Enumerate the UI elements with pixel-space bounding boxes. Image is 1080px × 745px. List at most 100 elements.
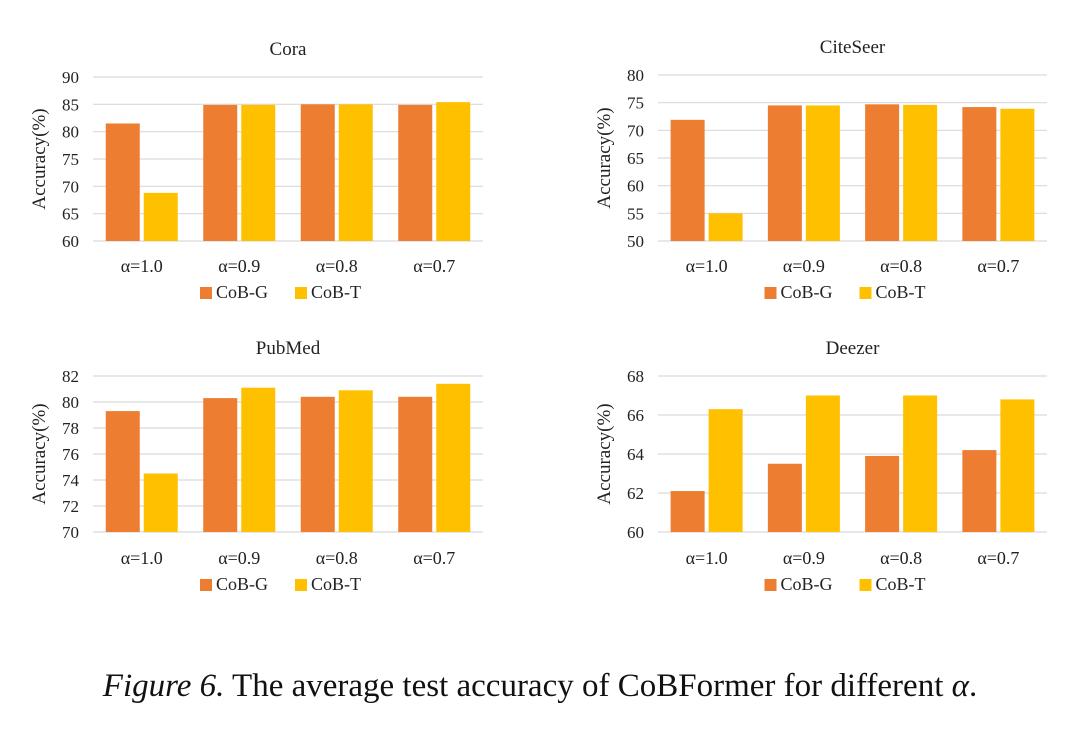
x-tick-label: α=0.8: [316, 256, 358, 276]
legend-swatch-cob-g: [764, 287, 777, 299]
bar-cob-g-1: [105, 123, 140, 241]
caption-end: .: [968, 668, 978, 704]
legend: CoB-G CoB-T: [764, 282, 926, 302]
bar-cob-g-2: [767, 105, 802, 241]
y-tick-label: 85: [62, 95, 79, 114]
x-tick-label: α=0.9: [218, 548, 260, 568]
y-tick-label: 70: [62, 177, 79, 196]
y-tick-label: 78: [62, 419, 79, 438]
y-tick-label: 75: [627, 94, 644, 113]
legend-swatch-cob-t: [859, 579, 872, 591]
bar-cob-t-2: [805, 395, 840, 532]
bar-cob-t-1: [708, 409, 743, 532]
legend-label: CoB-T: [311, 282, 361, 302]
bar-cob-t-1: [143, 192, 178, 241]
legend-label: CoB-G: [781, 282, 833, 302]
bar-cob-g-2: [203, 104, 238, 241]
y-axis-label: Accuracy(%): [594, 107, 615, 208]
bar-cob-t-4: [436, 102, 471, 241]
bar-cob-t-1: [708, 213, 743, 241]
y-tick-label: 82: [62, 367, 79, 386]
bar-cob-g-4: [398, 104, 433, 241]
y-tick-label: 60: [627, 177, 644, 196]
legend-label: CoB-G: [216, 574, 268, 594]
y-tick-label: 60: [627, 523, 644, 542]
bar-cob-g-3: [865, 104, 900, 242]
legend-swatch-cob-g: [200, 287, 212, 299]
y-tick-label: 74: [62, 471, 80, 490]
bar-cob-g-3: [865, 455, 900, 532]
y-tick-label: 80: [627, 66, 644, 85]
figure-caption: Figure 6. The average test accuracy of C…: [0, 668, 1080, 705]
y-axis-label: Accuracy(%): [29, 108, 50, 209]
bar-cob-t-3: [338, 104, 373, 241]
x-tick-label: α=0.7: [413, 548, 455, 568]
legend: CoB-G CoB-T: [200, 574, 361, 594]
chart-deezer: Deezer 60 62 64 66 68 Accuracy(%) α=1.0 α=0.9 α=0…: [594, 338, 1047, 594]
y-tick-label: 90: [62, 68, 79, 87]
bar-cob-t-2: [805, 105, 840, 241]
x-tick-label: α=0.8: [880, 548, 922, 568]
bar-cob-g-1: [105, 411, 140, 532]
bar-cob-t-4: [1000, 399, 1035, 532]
legend-swatch-cob-t: [295, 579, 307, 591]
chart-cora: Cora 60 65 70 75 80 85 90 Accuracy(%) α=1.0 α=0.9 α…: [29, 39, 483, 302]
caption-text: The average test accuracy of CoBFormer f…: [224, 668, 952, 704]
legend-label: CoB-T: [876, 574, 926, 594]
y-axis-label: Accuracy(%): [29, 403, 50, 504]
y-tick-label: 60: [62, 232, 79, 251]
caption-lead: Figure 6.: [102, 668, 225, 704]
y-tick-label: 62: [627, 484, 644, 503]
bar-cob-g-2: [203, 398, 238, 532]
legend: CoB-G CoB-T: [764, 574, 926, 594]
y-tick-label: 68: [627, 367, 644, 386]
chart-title: PubMed: [256, 338, 321, 359]
y-tick-label: 65: [62, 205, 79, 224]
legend-swatch-cob-g: [764, 579, 777, 591]
bar-cob-g-2: [767, 463, 802, 532]
x-tick-label: α=0.8: [316, 548, 358, 568]
y-tick-label: 75: [62, 150, 79, 169]
x-tick-label: α=0.7: [977, 548, 1019, 568]
x-tick-label: α=0.7: [977, 256, 1019, 276]
bar-cob-t-2: [241, 104, 276, 241]
legend-swatch-cob-g: [200, 579, 212, 591]
legend-swatch-cob-t: [295, 287, 307, 299]
chart-title: Deezer: [826, 338, 880, 359]
legend-label: CoB-G: [216, 282, 268, 302]
bar-cob-g-4: [962, 107, 997, 242]
bar-cob-g-3: [300, 104, 335, 241]
y-tick-label: 70: [62, 523, 79, 542]
legend-swatch-cob-t: [859, 287, 872, 299]
x-tick-label: α=0.9: [783, 256, 825, 276]
y-tick-label: 55: [627, 204, 644, 223]
y-tick-label: 80: [62, 123, 79, 142]
y-tick-label: 66: [627, 406, 644, 425]
chart-citeseer: CiteSeer 50 55 60 65 70 75 80 Accuracy(%) α=1.0 α=…: [594, 37, 1047, 302]
bar-cob-g-1: [670, 491, 705, 532]
legend-label: CoB-G: [781, 574, 833, 594]
caption-symbol: α: [951, 668, 969, 704]
x-tick-label: α=1.0: [686, 548, 728, 568]
x-tick-label: α=1.0: [686, 256, 728, 276]
bar-cob-t-3: [903, 395, 938, 532]
legend-label: CoB-T: [311, 574, 361, 594]
chart-title: Cora: [270, 39, 308, 60]
x-tick-label: α=0.8: [880, 256, 922, 276]
x-tick-label: α=0.9: [218, 256, 260, 276]
y-tick-label: 72: [62, 497, 79, 516]
x-tick-label: α=0.7: [413, 256, 455, 276]
y-axis-label: Accuracy(%): [594, 403, 615, 504]
bar-cob-g-4: [398, 396, 433, 532]
bar-cob-t-4: [436, 383, 471, 532]
bar-cob-t-3: [338, 390, 373, 532]
y-tick-label: 65: [627, 149, 644, 168]
y-tick-label: 64: [627, 445, 645, 464]
bar-cob-g-1: [670, 119, 705, 241]
x-tick-label: α=0.9: [783, 548, 825, 568]
bar-cob-t-1: [143, 473, 178, 532]
y-tick-label: 80: [62, 393, 79, 412]
bar-cob-g-3: [300, 396, 335, 532]
bar-cob-t-3: [903, 104, 938, 241]
y-tick-label: 50: [627, 232, 644, 251]
